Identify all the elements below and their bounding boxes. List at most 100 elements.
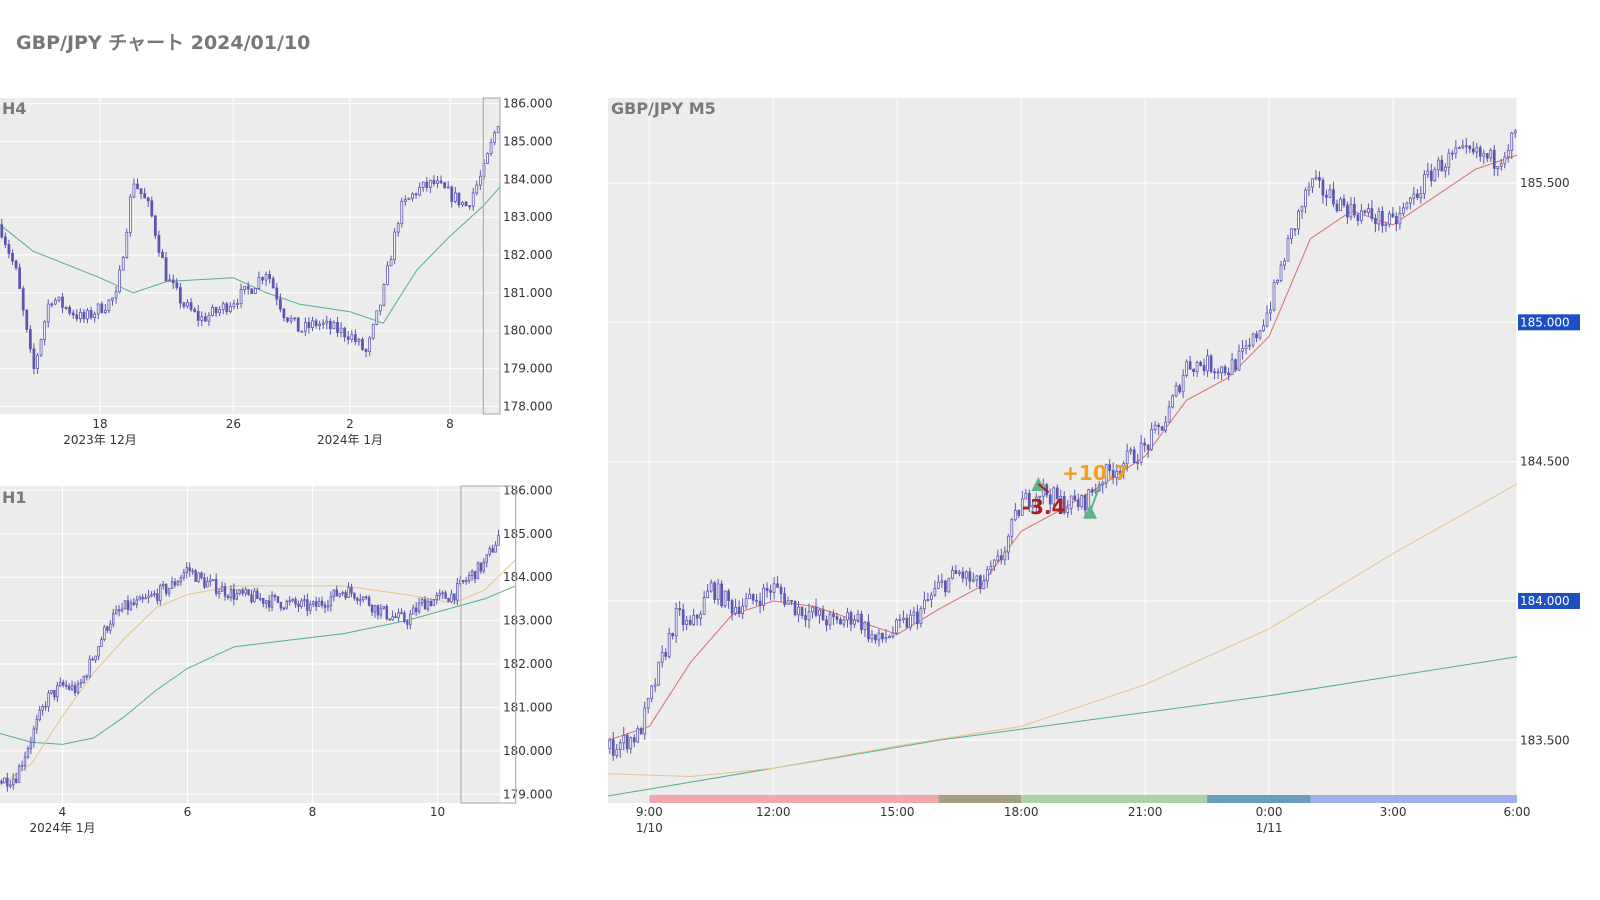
highlight-box <box>460 485 517 804</box>
highlight-box <box>482 97 501 415</box>
candle-body <box>611 739 615 756</box>
candle-body <box>176 581 180 586</box>
candle <box>461 201 464 207</box>
candle-body <box>285 600 288 609</box>
y-tick-label: 180.000 <box>503 744 553 758</box>
candle <box>653 678 657 693</box>
candle-body <box>121 256 125 271</box>
candle <box>758 592 762 614</box>
candle-body <box>947 577 951 593</box>
candle <box>370 603 374 616</box>
candle <box>97 645 100 661</box>
candle-body <box>1314 177 1318 180</box>
y-tick-label: 182.000 <box>503 248 553 262</box>
candle <box>3 232 7 248</box>
candle-body <box>173 581 177 586</box>
candle <box>471 187 475 211</box>
candle-body <box>375 310 379 325</box>
candle-body <box>467 575 471 581</box>
candle <box>50 689 53 695</box>
candle <box>100 636 103 648</box>
candle-body <box>414 193 418 196</box>
candle <box>28 325 32 353</box>
candle-body <box>170 581 174 589</box>
candle-body <box>968 571 972 582</box>
candle-body <box>273 595 277 597</box>
candle-body <box>200 316 204 321</box>
candle-body <box>958 571 961 574</box>
candle-body <box>14 778 18 783</box>
candle <box>282 606 286 611</box>
candle-body <box>1118 470 1122 473</box>
candle <box>256 587 259 600</box>
candle-body <box>755 599 758 602</box>
candle-body <box>421 181 425 188</box>
candle-body <box>385 605 388 620</box>
candle <box>1471 141 1475 156</box>
candle-body <box>70 685 74 690</box>
candle <box>57 296 61 303</box>
candle-body <box>1083 494 1087 511</box>
candle-body <box>450 593 453 603</box>
candle-body <box>1349 203 1353 218</box>
candle <box>1108 459 1112 476</box>
candle-body <box>347 586 350 598</box>
y-tick-label: 185.500 <box>1520 176 1570 190</box>
candle <box>1293 228 1297 236</box>
candle-body <box>150 200 154 217</box>
candle-body <box>1415 193 1419 198</box>
candle-body <box>14 260 18 269</box>
x-tick-label: 15:00 <box>880 805 915 819</box>
candle <box>1342 194 1346 208</box>
candle <box>397 608 400 622</box>
candle-body <box>1101 482 1105 486</box>
candle <box>93 311 97 323</box>
candle <box>350 583 353 598</box>
candle-body <box>884 637 888 640</box>
plot-area <box>608 98 1517 803</box>
candle <box>447 597 450 603</box>
candle <box>1325 189 1328 207</box>
candle <box>1328 184 1332 199</box>
candle <box>1415 189 1419 201</box>
candle <box>32 725 36 748</box>
candle-body <box>1094 490 1098 493</box>
candle-body <box>79 682 83 685</box>
candle-body <box>971 579 975 582</box>
candle-body <box>361 339 364 351</box>
candle <box>273 593 277 601</box>
candle-body <box>447 598 450 603</box>
candle <box>396 221 400 237</box>
candle <box>978 574 982 594</box>
candle-body <box>1468 145 1472 150</box>
candle-body <box>438 592 441 596</box>
candle <box>103 625 106 642</box>
candle-body <box>350 334 354 340</box>
candle <box>435 591 438 605</box>
candle-body <box>1178 385 1181 393</box>
candle-body <box>779 586 783 595</box>
candle-body <box>429 600 433 606</box>
candle-body <box>270 595 274 608</box>
candle-body <box>1513 130 1517 134</box>
price-badge <box>1518 314 1580 331</box>
candle-body <box>278 298 282 310</box>
candle <box>43 320 47 346</box>
candle <box>103 304 107 315</box>
candle <box>193 306 197 313</box>
candle-body <box>954 570 958 574</box>
candle <box>797 600 800 623</box>
candle-body <box>396 223 400 233</box>
candle <box>207 311 211 326</box>
candle-body <box>135 599 138 606</box>
candle <box>1157 422 1161 436</box>
candle <box>1367 203 1370 217</box>
candle-body <box>96 303 100 315</box>
candle <box>1405 201 1409 211</box>
candle <box>389 255 393 267</box>
candle-body <box>329 596 333 607</box>
candle <box>755 593 758 606</box>
trade-path <box>1089 483 1102 513</box>
candle <box>450 185 454 208</box>
candle <box>303 317 307 336</box>
